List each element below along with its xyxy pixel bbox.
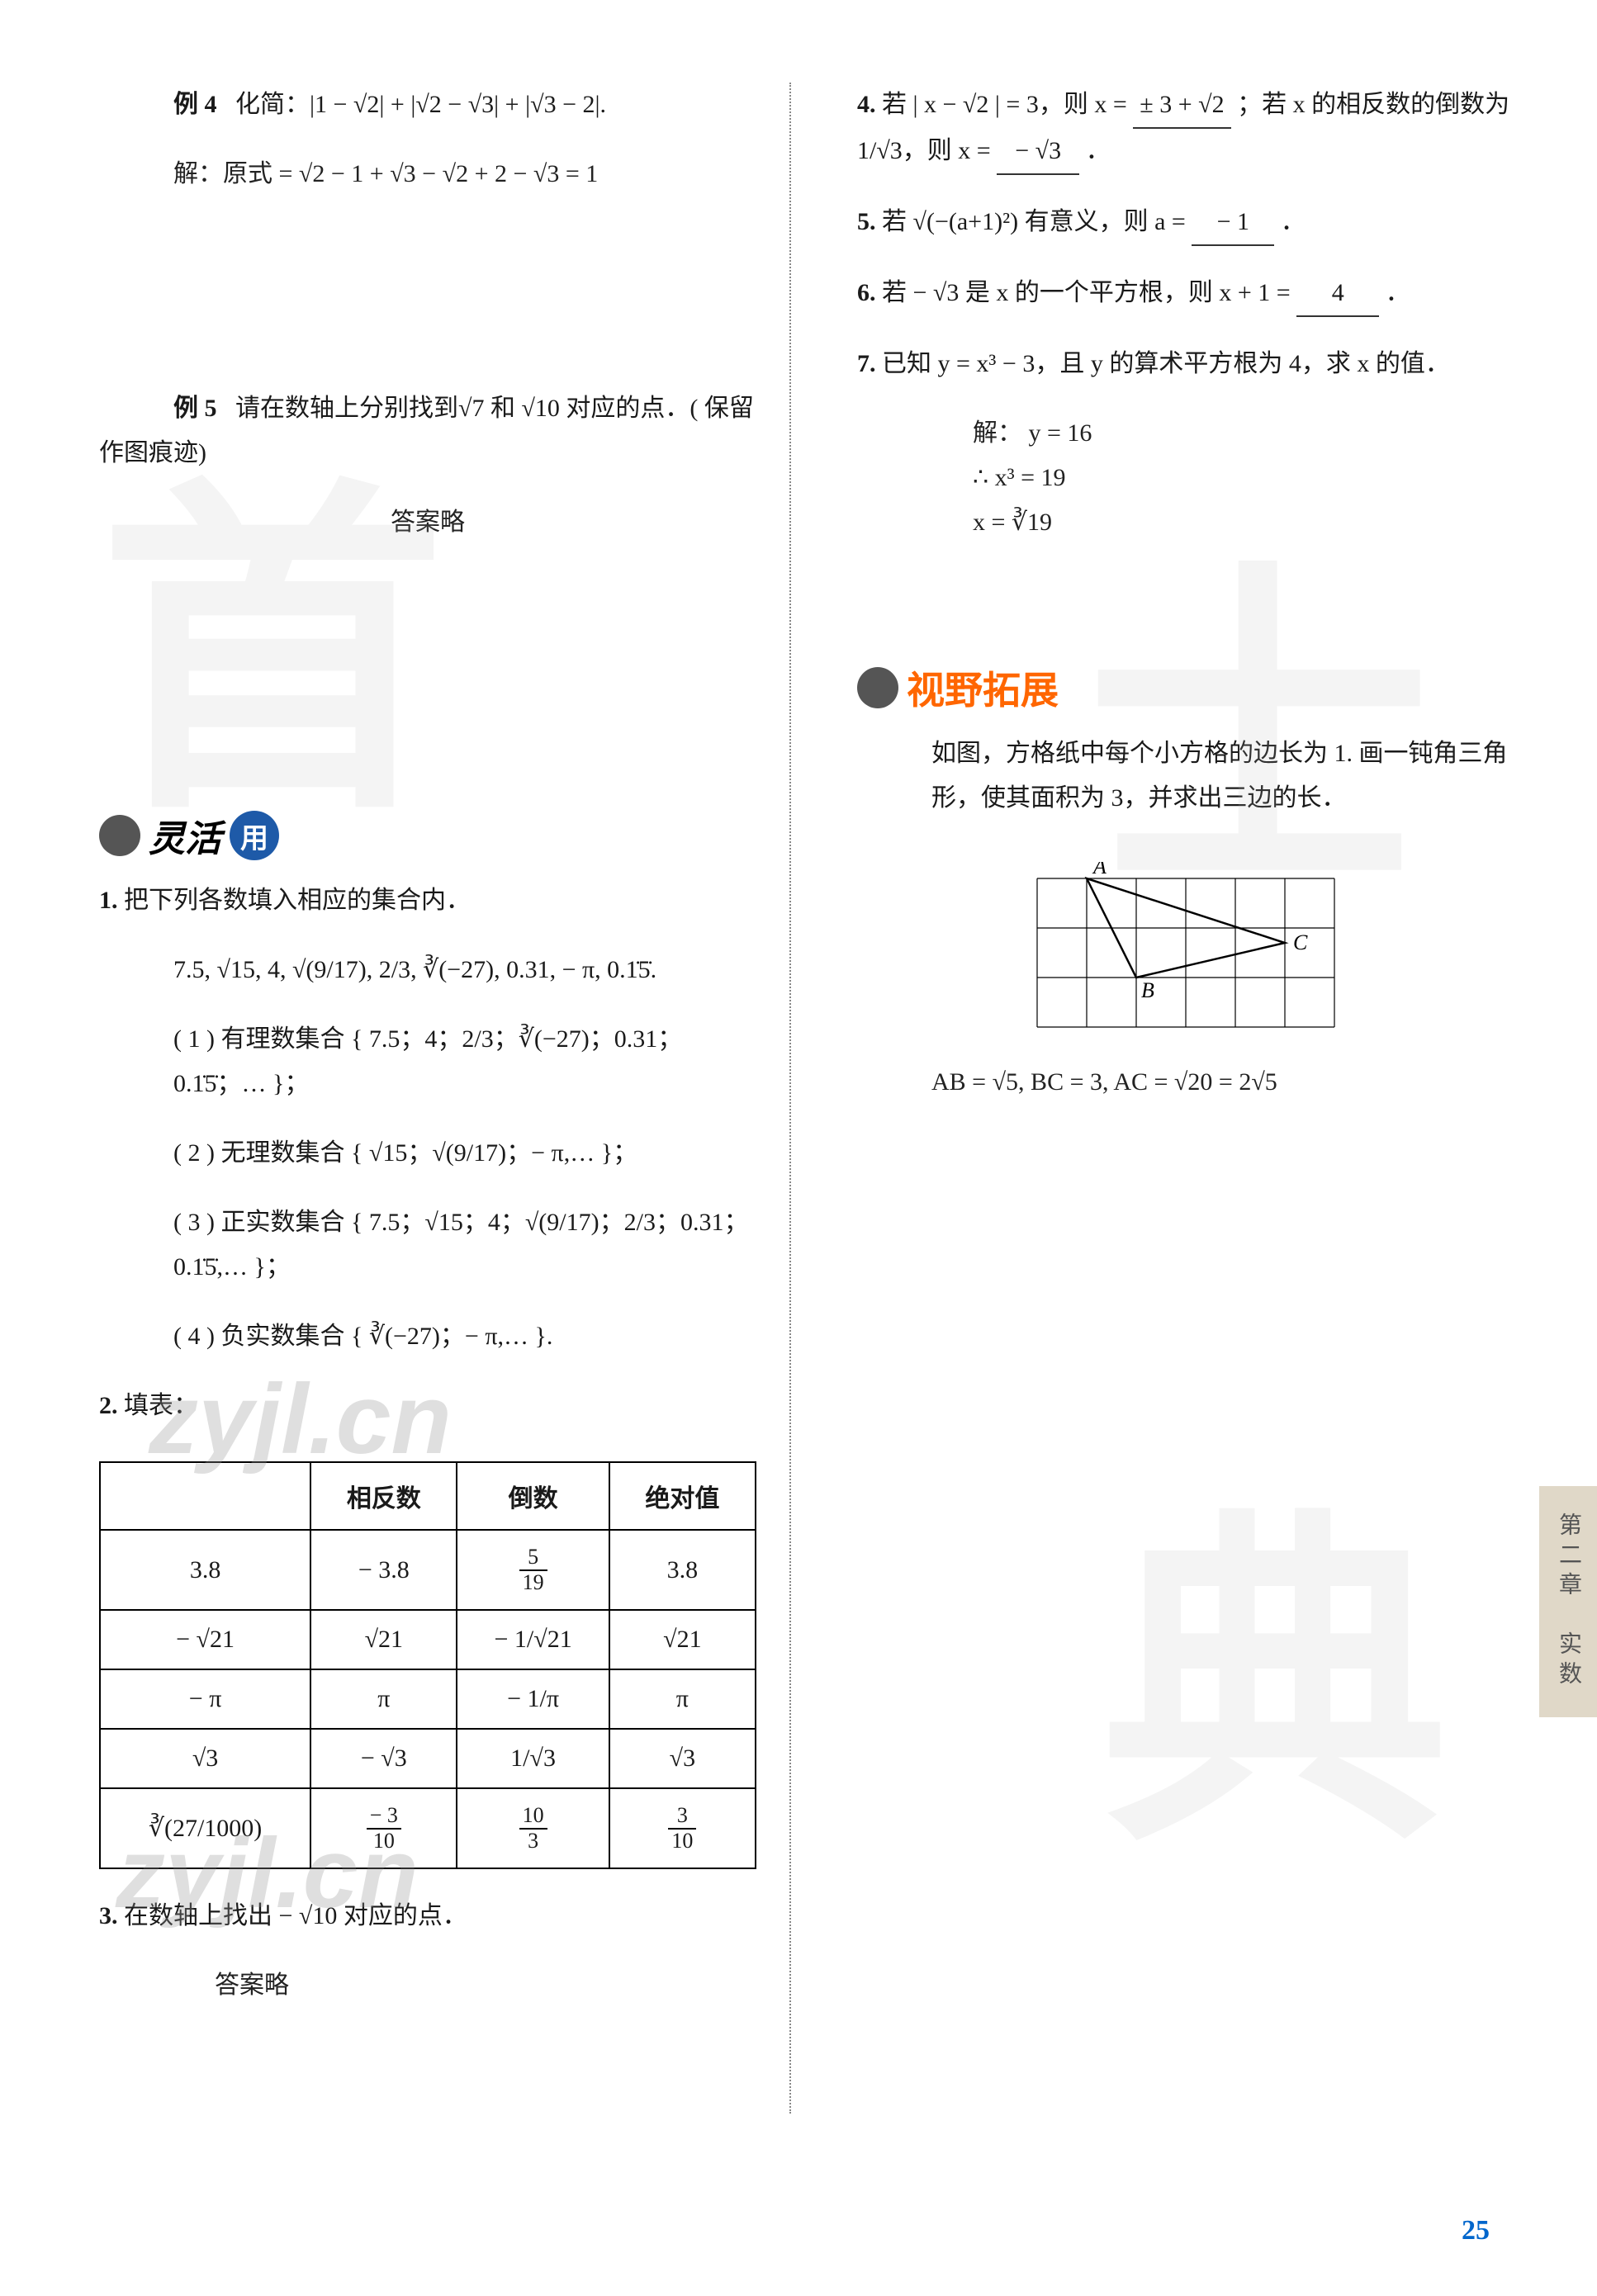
table-cell: 310 xyxy=(609,1788,756,1868)
page-content: 例 4 化简：|1 − √2| + |√2 − √3| + |√3 − 2|. … xyxy=(0,0,1597,2163)
q7-text: 已知 y = x³ − 3，且 y 的算术平方根为 4，求 x 的值． xyxy=(882,350,1450,377)
table-header: 绝对值 xyxy=(609,1462,756,1530)
q3-answer: 答案略 xyxy=(99,1963,756,2008)
q2-table: 相反数倒数绝对值 3.8− 3.85193.8− √21√21− 1/√21√2… xyxy=(99,1461,756,1869)
table-cell: − 1/π xyxy=(457,1669,609,1729)
table-cell: 1/√3 xyxy=(457,1729,609,1788)
chapter-tab: 第二章 实数 xyxy=(1539,1486,1597,1717)
table-cell: √3 xyxy=(100,1729,310,1788)
table-cell: − √3 xyxy=(310,1729,457,1788)
q4-blank-a[interactable]: ± 3 + √2 xyxy=(1133,83,1230,129)
table-cell: − √21 xyxy=(100,1610,310,1669)
grid-triangle-figure: A B C xyxy=(1021,862,1351,1044)
table-cell: 519 xyxy=(457,1530,609,1610)
table-cell: √3 xyxy=(609,1729,756,1788)
question-6: 6. 若 − √3 是 x 的一个平方根，则 x + 1 = 4 ． xyxy=(857,271,1514,317)
table-cell: − 1/√21 xyxy=(457,1610,609,1669)
q6-blank[interactable]: 4 xyxy=(1296,271,1379,317)
q3-stem: 在数轴上找出 − √10 对应的点． xyxy=(124,1902,467,1929)
q7-sol-1: y = 16 xyxy=(1029,419,1092,447)
table-row: 3.8− 3.85193.8 xyxy=(100,1530,756,1610)
table-header: 相反数 xyxy=(310,1462,457,1530)
q4-blank-b[interactable]: − √3 xyxy=(997,129,1079,175)
section-use-header: 灵活 用 xyxy=(99,809,756,862)
question-7: 7. 已知 y = x³ − 3，且 y 的算术平方根为 4，求 x 的值． xyxy=(857,342,1514,386)
ext-stem: 如图，方格纸中每个小方格的边长为 1. 画一钝角三角形，使其面积为 3，并求出三… xyxy=(857,731,1514,821)
ex4-sol: = √2 − 1 + √3 − √2 + 2 − √3 = 1 xyxy=(279,160,599,187)
q5-blank[interactable]: − 1 xyxy=(1192,200,1274,246)
question-3: 3. 在数轴上找出 − √10 对应的点． xyxy=(99,1894,756,1939)
badge-use-icon: 用 xyxy=(230,811,279,860)
table-row: √3− √31/√3√3 xyxy=(100,1729,756,1788)
q4-text-a: 若 | x − √2 | = 3，则 x = xyxy=(882,91,1127,118)
table-header: 倒数 xyxy=(457,1462,609,1530)
table-cell: 3.8 xyxy=(100,1530,310,1610)
q6-label: 6. xyxy=(857,279,876,306)
table-cell: π xyxy=(609,1669,756,1729)
q1-numbers: 7.5, √15, 4, √(9/17), 2/3, ∛(−27), 0.31,… xyxy=(99,948,756,992)
table-cell: 103 xyxy=(457,1788,609,1868)
table-cell: π xyxy=(310,1669,457,1729)
q2-label: 2. xyxy=(99,1392,118,1419)
person-walk-icon xyxy=(857,667,898,708)
ex4-text: 化简：|1 − √2| + |√2 − √3| + |√3 − 2|. xyxy=(235,91,606,118)
section-ext-title: 视野拓展 xyxy=(907,660,1059,715)
q3-label: 3. xyxy=(99,1902,118,1929)
q7-solution: 解： y = 16 ∴ x³ = 19 x = ∛19 xyxy=(857,411,1514,545)
question-4: 4. 若 | x − √2 | = 3，则 x = ± 3 + √2 ；若 x … xyxy=(857,83,1514,175)
table-header xyxy=(100,1462,310,1530)
table-row: − √21√21− 1/√21√21 xyxy=(100,1610,756,1669)
q1-stem: 把下列各数填入相应的集合内． xyxy=(124,887,471,914)
question-2: 2. 填表： xyxy=(99,1384,756,1428)
ext-answer: AB = √5, BC = 3, AC = √20 = 2√5 xyxy=(857,1060,1514,1105)
left-column: 例 4 化简：|1 − √2| + |√2 − √3| + |√3 − 2|. … xyxy=(99,83,791,2114)
q6-tail: ． xyxy=(1386,279,1410,306)
table-cell: − π xyxy=(100,1669,310,1729)
section-ext-header: 视野拓展 xyxy=(857,660,1514,715)
table-row: − ππ− 1/ππ xyxy=(100,1669,756,1729)
q7-label: 7. xyxy=(857,350,876,377)
q5-tail: ． xyxy=(1281,208,1306,235)
section-use-title: 灵活 xyxy=(149,809,221,862)
q2-stem: 填表： xyxy=(124,1392,198,1419)
svg-text:B: B xyxy=(1141,978,1154,1002)
q5-label: 5. xyxy=(857,208,876,235)
example-5-answer: 答案略 xyxy=(99,500,756,545)
q1-label: 1. xyxy=(99,887,118,914)
ex4-sol-label: 解：原式 xyxy=(173,160,272,187)
person-icon xyxy=(99,815,140,856)
q7-sol-2: ∴ x³ = 19 xyxy=(973,464,1066,491)
right-column: 4. 若 | x − √2 | = 3，则 x = ± 3 + √2 ；若 x … xyxy=(841,83,1514,2114)
q6-text: 若 − √3 是 x 的一个平方根，则 x + 1 = xyxy=(882,279,1291,306)
table-cell: √21 xyxy=(310,1610,457,1669)
example-5: 例 5 请在数轴上分别找到√7 和 √10 对应的点．( 保留作图痕迹) xyxy=(99,386,756,476)
table-cell: √21 xyxy=(609,1610,756,1669)
q1-sub4: ( 4 ) 负实数集合 { ∛(−27)；− π,… }. xyxy=(99,1314,756,1359)
q7-sol-3: x = ∛19 xyxy=(973,509,1052,536)
q1-sub2: ( 2 ) 无理数集合 { √15；√(9/17)；− π,… }； xyxy=(99,1131,756,1176)
table-cell: − 3.8 xyxy=(310,1530,457,1610)
svg-text:C: C xyxy=(1293,930,1308,954)
question-1: 1. 把下列各数填入相应的集合内． xyxy=(99,878,756,923)
ex4-label: 例 4 xyxy=(173,91,217,118)
q4-tail: ． xyxy=(1086,137,1111,164)
question-5: 5. 若 √(−(a+1)²) 有意义，则 a = − 1 ． xyxy=(857,200,1514,246)
table-cell: ∛(27/1000) xyxy=(100,1788,310,1868)
q1-sub3: ( 3 ) 正实数集合 { 7.5；√15；4；√(9/17)；2/3；0.31… xyxy=(99,1200,756,1290)
table-row: ∛(27/1000)− 310103310 xyxy=(100,1788,756,1868)
ex5-label: 例 5 xyxy=(173,395,217,422)
table-cell: 3.8 xyxy=(609,1530,756,1610)
example-4: 例 4 化简：|1 − √2| + |√2 − √3| + |√3 − 2|. xyxy=(99,83,756,127)
svg-text:A: A xyxy=(1092,862,1107,878)
table-cell: − 310 xyxy=(310,1788,457,1868)
page-number: 25 xyxy=(1462,2215,1490,2246)
example-4-solution: 解：原式 = √2 − 1 + √3 − √2 + 2 − √3 = 1 xyxy=(99,152,756,196)
q5-text: 若 √(−(a+1)²) 有意义，则 a = xyxy=(882,208,1186,235)
q4-label: 4. xyxy=(857,91,876,118)
q1-sub1: ( 1 ) 有理数集合 { 7.5；4；2/3；∛(−27)；0.31；0.1̇… xyxy=(99,1017,756,1106)
ex5-ans: 答案略 xyxy=(391,509,465,536)
q7-sol-label: 解： xyxy=(973,419,1022,447)
